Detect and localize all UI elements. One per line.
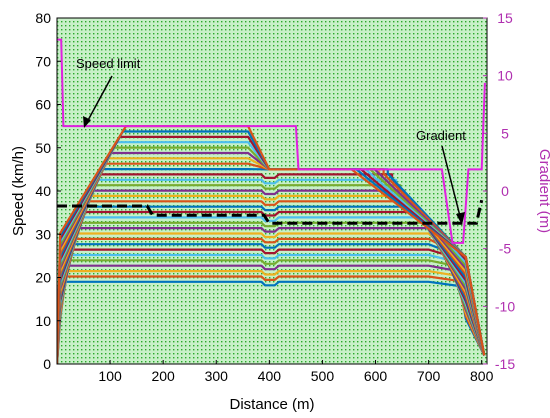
y-tick-label: 40	[35, 183, 51, 199]
y2-tick-label: 0	[501, 183, 509, 199]
x-tick-label: 800	[470, 368, 494, 384]
y2-axis-label: Gradient (m)	[536, 149, 550, 233]
x-tick-label: 200	[151, 368, 175, 384]
y2-tick-label: -10	[495, 298, 515, 314]
x-tick-label: 500	[311, 368, 335, 384]
x-tick-label: 300	[205, 368, 229, 384]
speed-limit-arrow	[85, 75, 113, 125]
y2-tick-label: 5	[501, 125, 509, 141]
y2-tick-label: -5	[499, 241, 512, 257]
gradient-layer	[57, 199, 484, 225]
y-tick-label: 80	[35, 10, 51, 26]
gradient-arrow	[441, 145, 462, 221]
gradient-arrowhead	[456, 212, 465, 225]
x-tick-label: 700	[417, 368, 441, 384]
y-axis-ticks: 0 10 20 30 40 50 60 70 80	[35, 10, 61, 372]
speed-limit-line	[57, 38, 486, 244]
gradient-annotation: Gradient	[416, 128, 466, 143]
speed-limit-arrowhead	[83, 116, 91, 128]
y2-tick-label: -15	[495, 356, 515, 372]
y-tick-label: 60	[35, 97, 51, 113]
y-tick-label: 70	[35, 53, 51, 69]
y2-axis-ticks: -15 -10 -5 0 5 10 15	[483, 10, 515, 372]
x-tick-label: 100	[98, 368, 122, 384]
speed-limit-annotation: Speed limit	[76, 56, 141, 71]
x-tick-label: 400	[258, 368, 282, 384]
y-tick-label: 10	[35, 313, 51, 329]
speed-profiles	[57, 125, 486, 364]
y2-tick-label: 10	[497, 68, 513, 84]
y-tick-label: 50	[35, 140, 51, 156]
y2-tick-label: 15	[497, 10, 513, 26]
x-axis-ticks: 100 200 300 400 500 600 700 800	[98, 360, 494, 384]
y-tick-label: 30	[35, 226, 51, 242]
y-tick-label: 20	[35, 270, 51, 286]
y-tick-label: 0	[43, 356, 51, 372]
x-axis-label: Distance (m)	[229, 396, 314, 413]
gradient-line	[57, 199, 484, 225]
speed-profile-line	[57, 125, 486, 364]
speed-limit-layer	[57, 38, 486, 244]
y-axis-label: Speed (km/h)	[10, 146, 27, 236]
x-tick-label: 600	[364, 368, 388, 384]
